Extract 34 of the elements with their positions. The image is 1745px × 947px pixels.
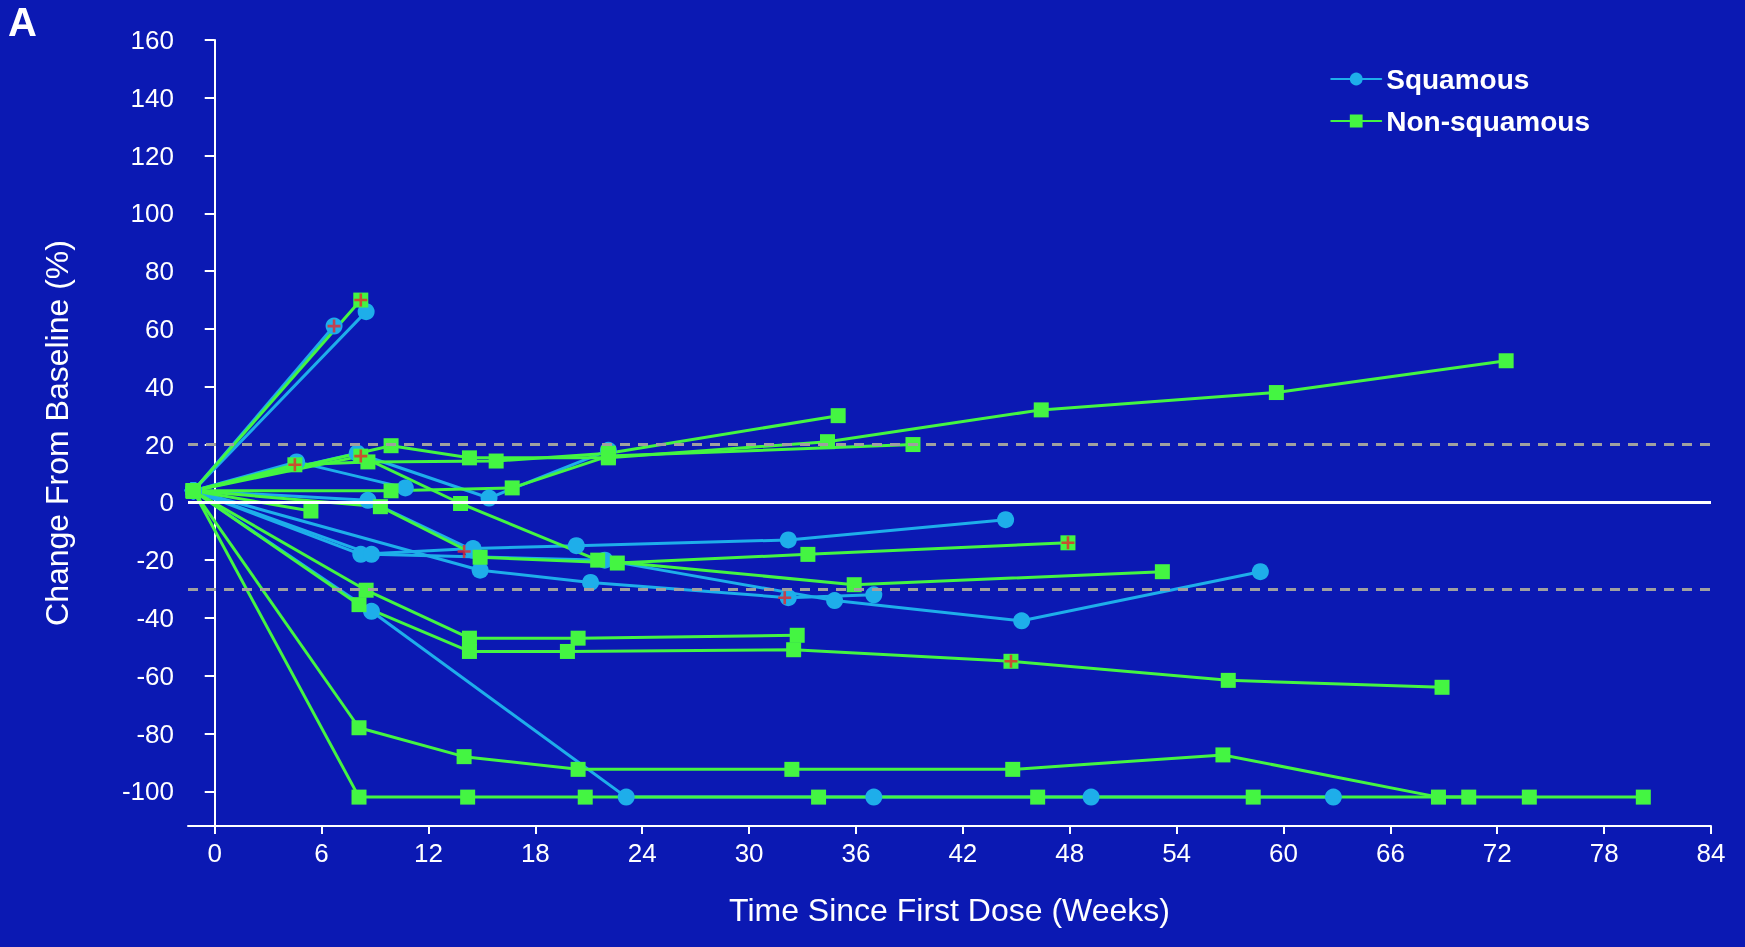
y-tick-label: -100 — [121, 776, 174, 807]
x-tick-label: 48 — [1055, 838, 1085, 868]
x-tick-label: 84 — [1696, 838, 1726, 868]
x-tick-label: 30 — [734, 838, 764, 868]
y-tick-label: 100 — [130, 198, 174, 229]
x-axis-title: Time Since First Dose (Weeks) — [729, 892, 1170, 928]
x-tick-label: 42 — [948, 838, 978, 868]
x-tick-label: 54 — [1162, 838, 1192, 868]
y-tick-label: -20 — [136, 545, 174, 576]
legend-label: Squamous — [1386, 63, 1530, 95]
y-tick-label: 160 — [130, 25, 174, 55]
x-tick-label: 60 — [1269, 838, 1298, 868]
y-axis-title: Change From Baseline (%) — [39, 240, 75, 626]
y-tick-label: -80 — [136, 718, 174, 749]
y-tick-label: -60 — [136, 660, 174, 691]
x-tick-label: 66 — [1375, 838, 1405, 868]
y-tick-label: 80 — [145, 256, 174, 287]
y-tick-label: 40 — [145, 371, 174, 402]
text: A — [8, 0, 37, 44]
y-tick-label: -40 — [136, 602, 174, 633]
x-tick-label: 24 — [627, 838, 657, 868]
x-tick-label: 12 — [414, 838, 443, 868]
x-tick-label: 0 — [207, 838, 222, 868]
y-tick-label: 140 — [130, 82, 174, 113]
x-tick-label: 72 — [1482, 838, 1512, 868]
y-tick-label: 120 — [130, 140, 174, 171]
x-tick-label: 78 — [1589, 838, 1619, 868]
y-tick-label: 20 — [145, 429, 174, 460]
x-tick-label: 36 — [841, 838, 871, 868]
legend-label: Non-squamous — [1386, 105, 1590, 137]
x-tick-label: 6 — [314, 838, 329, 868]
y-tick-label: 0 — [159, 487, 174, 518]
y-tick-label: 60 — [145, 313, 174, 344]
x-tick-label: 18 — [520, 838, 550, 868]
